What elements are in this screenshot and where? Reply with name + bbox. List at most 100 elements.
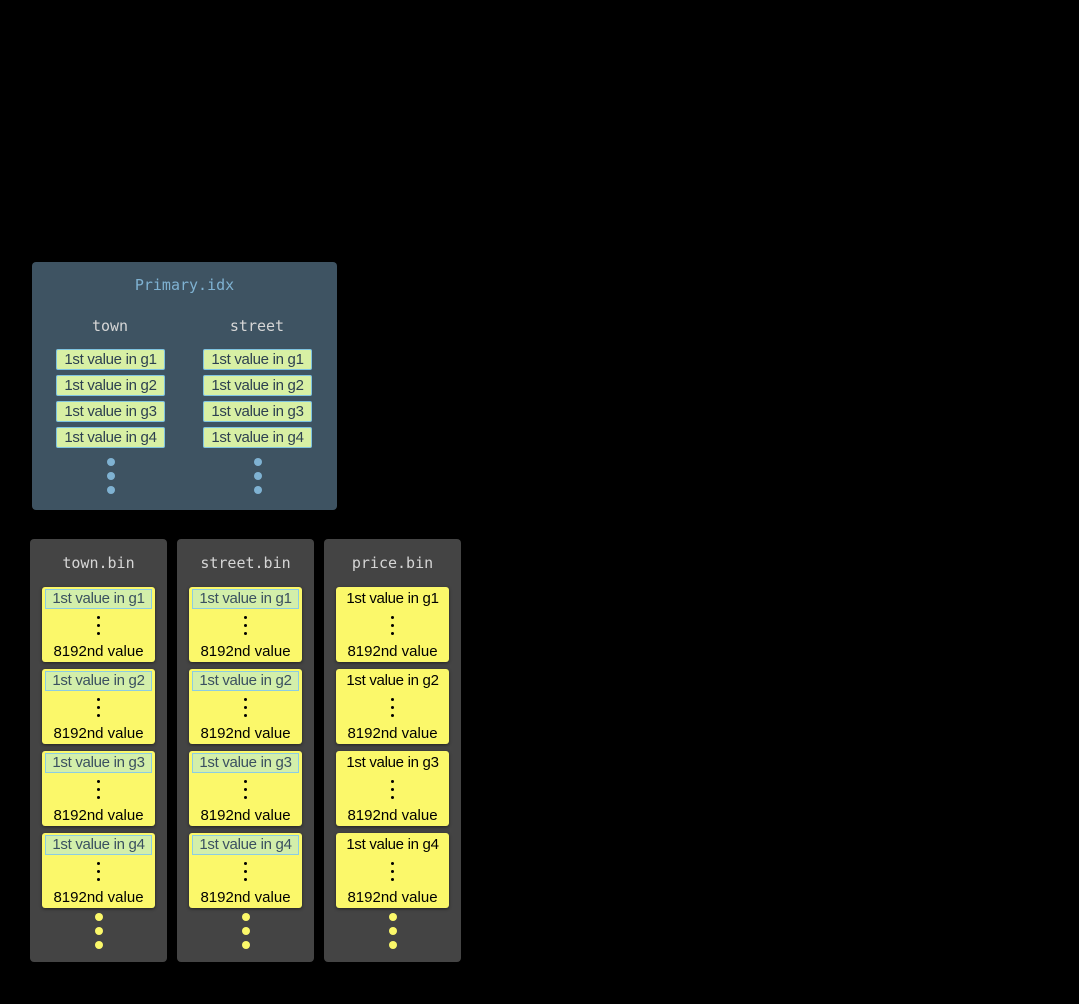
ellipsis-dot bbox=[254, 472, 262, 480]
column-file-panel: town.bin 1st value in g1 8192nd value 1st v… bbox=[30, 539, 167, 962]
index-mark: 1st value in g1 bbox=[56, 349, 165, 370]
ellipsis-dot bbox=[244, 632, 247, 635]
granule-block: 1st value in g4 8192nd value bbox=[189, 833, 302, 908]
granule-last-value: 8192nd value bbox=[347, 807, 438, 824]
granule-block: 1st value in g4 8192nd value bbox=[336, 833, 449, 908]
index-mark: 1st value in g3 bbox=[203, 401, 312, 422]
granule-last-value: 8192nd value bbox=[200, 643, 291, 660]
granule-first-value: 1st value in g3 bbox=[346, 754, 439, 771]
ellipsis-dot bbox=[391, 698, 394, 701]
ellipsis-dot bbox=[391, 796, 394, 799]
ellipsis-dot bbox=[244, 788, 247, 791]
granule-block: 1st value in g1 8192nd value bbox=[336, 587, 449, 662]
ellipsis-dot bbox=[97, 878, 100, 881]
primary-index-title: Primary.idx bbox=[134, 276, 235, 294]
granule-block: 1st value in g3 8192nd value bbox=[42, 751, 155, 826]
ellipsis-dot bbox=[391, 706, 394, 709]
granule-block: 1st value in g2 8192nd value bbox=[336, 669, 449, 744]
ellipsis-dot bbox=[389, 927, 397, 935]
ellipsis-dot bbox=[244, 624, 247, 627]
ellipsis-dot bbox=[97, 796, 100, 799]
granule-first-value: 1st value in g4 bbox=[346, 836, 439, 853]
granule-first-value: 1st value in g2 bbox=[45, 671, 152, 691]
index-mark: 1st value in g4 bbox=[56, 427, 165, 448]
ellipsis-dot bbox=[391, 624, 394, 627]
ellipsis-dot bbox=[244, 714, 247, 717]
ellipsis-dot bbox=[242, 927, 250, 935]
index-mark: 1st value in g2 bbox=[56, 375, 165, 396]
granule-first-value: 1st value in g1 bbox=[192, 589, 299, 609]
ellipsis-dot bbox=[391, 878, 394, 881]
index-column-header: town bbox=[91, 317, 129, 335]
ellipsis-dot bbox=[97, 714, 100, 717]
ellipsis-dot bbox=[95, 941, 103, 949]
ellipsis-dot bbox=[389, 913, 397, 921]
ellipsis-dot bbox=[254, 486, 262, 494]
ellipsis-dot bbox=[244, 878, 247, 881]
granule-last-value: 8192nd value bbox=[200, 889, 291, 906]
ellipsis-dot bbox=[97, 706, 100, 709]
ellipsis-dot bbox=[97, 698, 100, 701]
granule-first-value: 1st value in g4 bbox=[192, 835, 299, 855]
ellipsis-dot bbox=[97, 632, 100, 635]
granule-block: 1st value in g2 8192nd value bbox=[189, 669, 302, 744]
ellipsis-dot bbox=[107, 458, 115, 466]
granule-last-value: 8192nd value bbox=[200, 725, 291, 742]
ellipsis-dot bbox=[242, 941, 250, 949]
granule-last-value: 8192nd value bbox=[53, 725, 144, 742]
ellipsis-dot bbox=[97, 788, 100, 791]
granule-first-value: 1st value in g1 bbox=[346, 590, 439, 607]
ellipsis-dot bbox=[95, 927, 103, 935]
ellipsis-dot bbox=[97, 624, 100, 627]
ellipsis-dot bbox=[107, 472, 115, 480]
ellipsis-dot bbox=[244, 698, 247, 701]
ellipsis-dot bbox=[95, 913, 103, 921]
ellipsis-dot bbox=[244, 796, 247, 799]
ellipsis-dot bbox=[107, 486, 115, 494]
granule-first-value: 1st value in g1 bbox=[45, 589, 152, 609]
granule-last-value: 8192nd value bbox=[347, 643, 438, 660]
ellipsis-dot bbox=[391, 616, 394, 619]
granule-last-value: 8192nd value bbox=[347, 889, 438, 906]
granule-block: 1st value in g3 8192nd value bbox=[189, 751, 302, 826]
granule-block: 1st value in g2 8192nd value bbox=[42, 669, 155, 744]
index-mark: 1st value in g4 bbox=[203, 427, 312, 448]
granule-first-value: 1st value in g4 bbox=[45, 835, 152, 855]
index-mark: 1st value in g3 bbox=[56, 401, 165, 422]
index-column-header: street bbox=[229, 317, 285, 335]
ellipsis-dot bbox=[244, 706, 247, 709]
column-file-title: town.bin bbox=[62, 554, 135, 572]
granule-last-value: 8192nd value bbox=[347, 725, 438, 742]
ellipsis-dot bbox=[391, 788, 394, 791]
column-file-title: price.bin bbox=[351, 554, 434, 572]
ellipsis-dot bbox=[244, 780, 247, 783]
column-file-title: street.bin bbox=[200, 554, 291, 572]
granule-last-value: 8192nd value bbox=[200, 807, 291, 824]
granule-last-value: 8192nd value bbox=[53, 643, 144, 660]
granule-last-value: 8192nd value bbox=[53, 889, 144, 906]
primary-index-panel: Primary.idx town 1st value in g1 1st value… bbox=[32, 262, 337, 510]
ellipsis-dot bbox=[391, 862, 394, 865]
ellipsis-dot bbox=[391, 870, 394, 873]
granule-first-value: 1st value in g2 bbox=[346, 672, 439, 689]
index-mark: 1st value in g2 bbox=[203, 375, 312, 396]
ellipsis-dot bbox=[97, 870, 100, 873]
ellipsis-dot bbox=[391, 632, 394, 635]
granule-block: 1st value in g3 8192nd value bbox=[336, 751, 449, 826]
column-file-panel: price.bin 1st value in g1 8192nd value 1st … bbox=[324, 539, 461, 962]
ellipsis-dot bbox=[97, 862, 100, 865]
ellipsis-dot bbox=[97, 780, 100, 783]
ellipsis-dot bbox=[391, 714, 394, 717]
granule-first-value: 1st value in g2 bbox=[192, 671, 299, 691]
granule-first-value: 1st value in g3 bbox=[45, 753, 152, 773]
ellipsis-dot bbox=[244, 870, 247, 873]
ellipsis-dot bbox=[254, 458, 262, 466]
ellipsis-dot bbox=[244, 862, 247, 865]
granule-first-value: 1st value in g3 bbox=[192, 753, 299, 773]
granule-block: 1st value in g1 8192nd value bbox=[42, 587, 155, 662]
ellipsis-dot bbox=[242, 913, 250, 921]
column-file-panel: street.bin 1st value in g1 8192nd value 1st… bbox=[177, 539, 314, 962]
ellipsis-dot bbox=[244, 616, 247, 619]
ellipsis-dot bbox=[389, 941, 397, 949]
granule-last-value: 8192nd value bbox=[53, 807, 144, 824]
